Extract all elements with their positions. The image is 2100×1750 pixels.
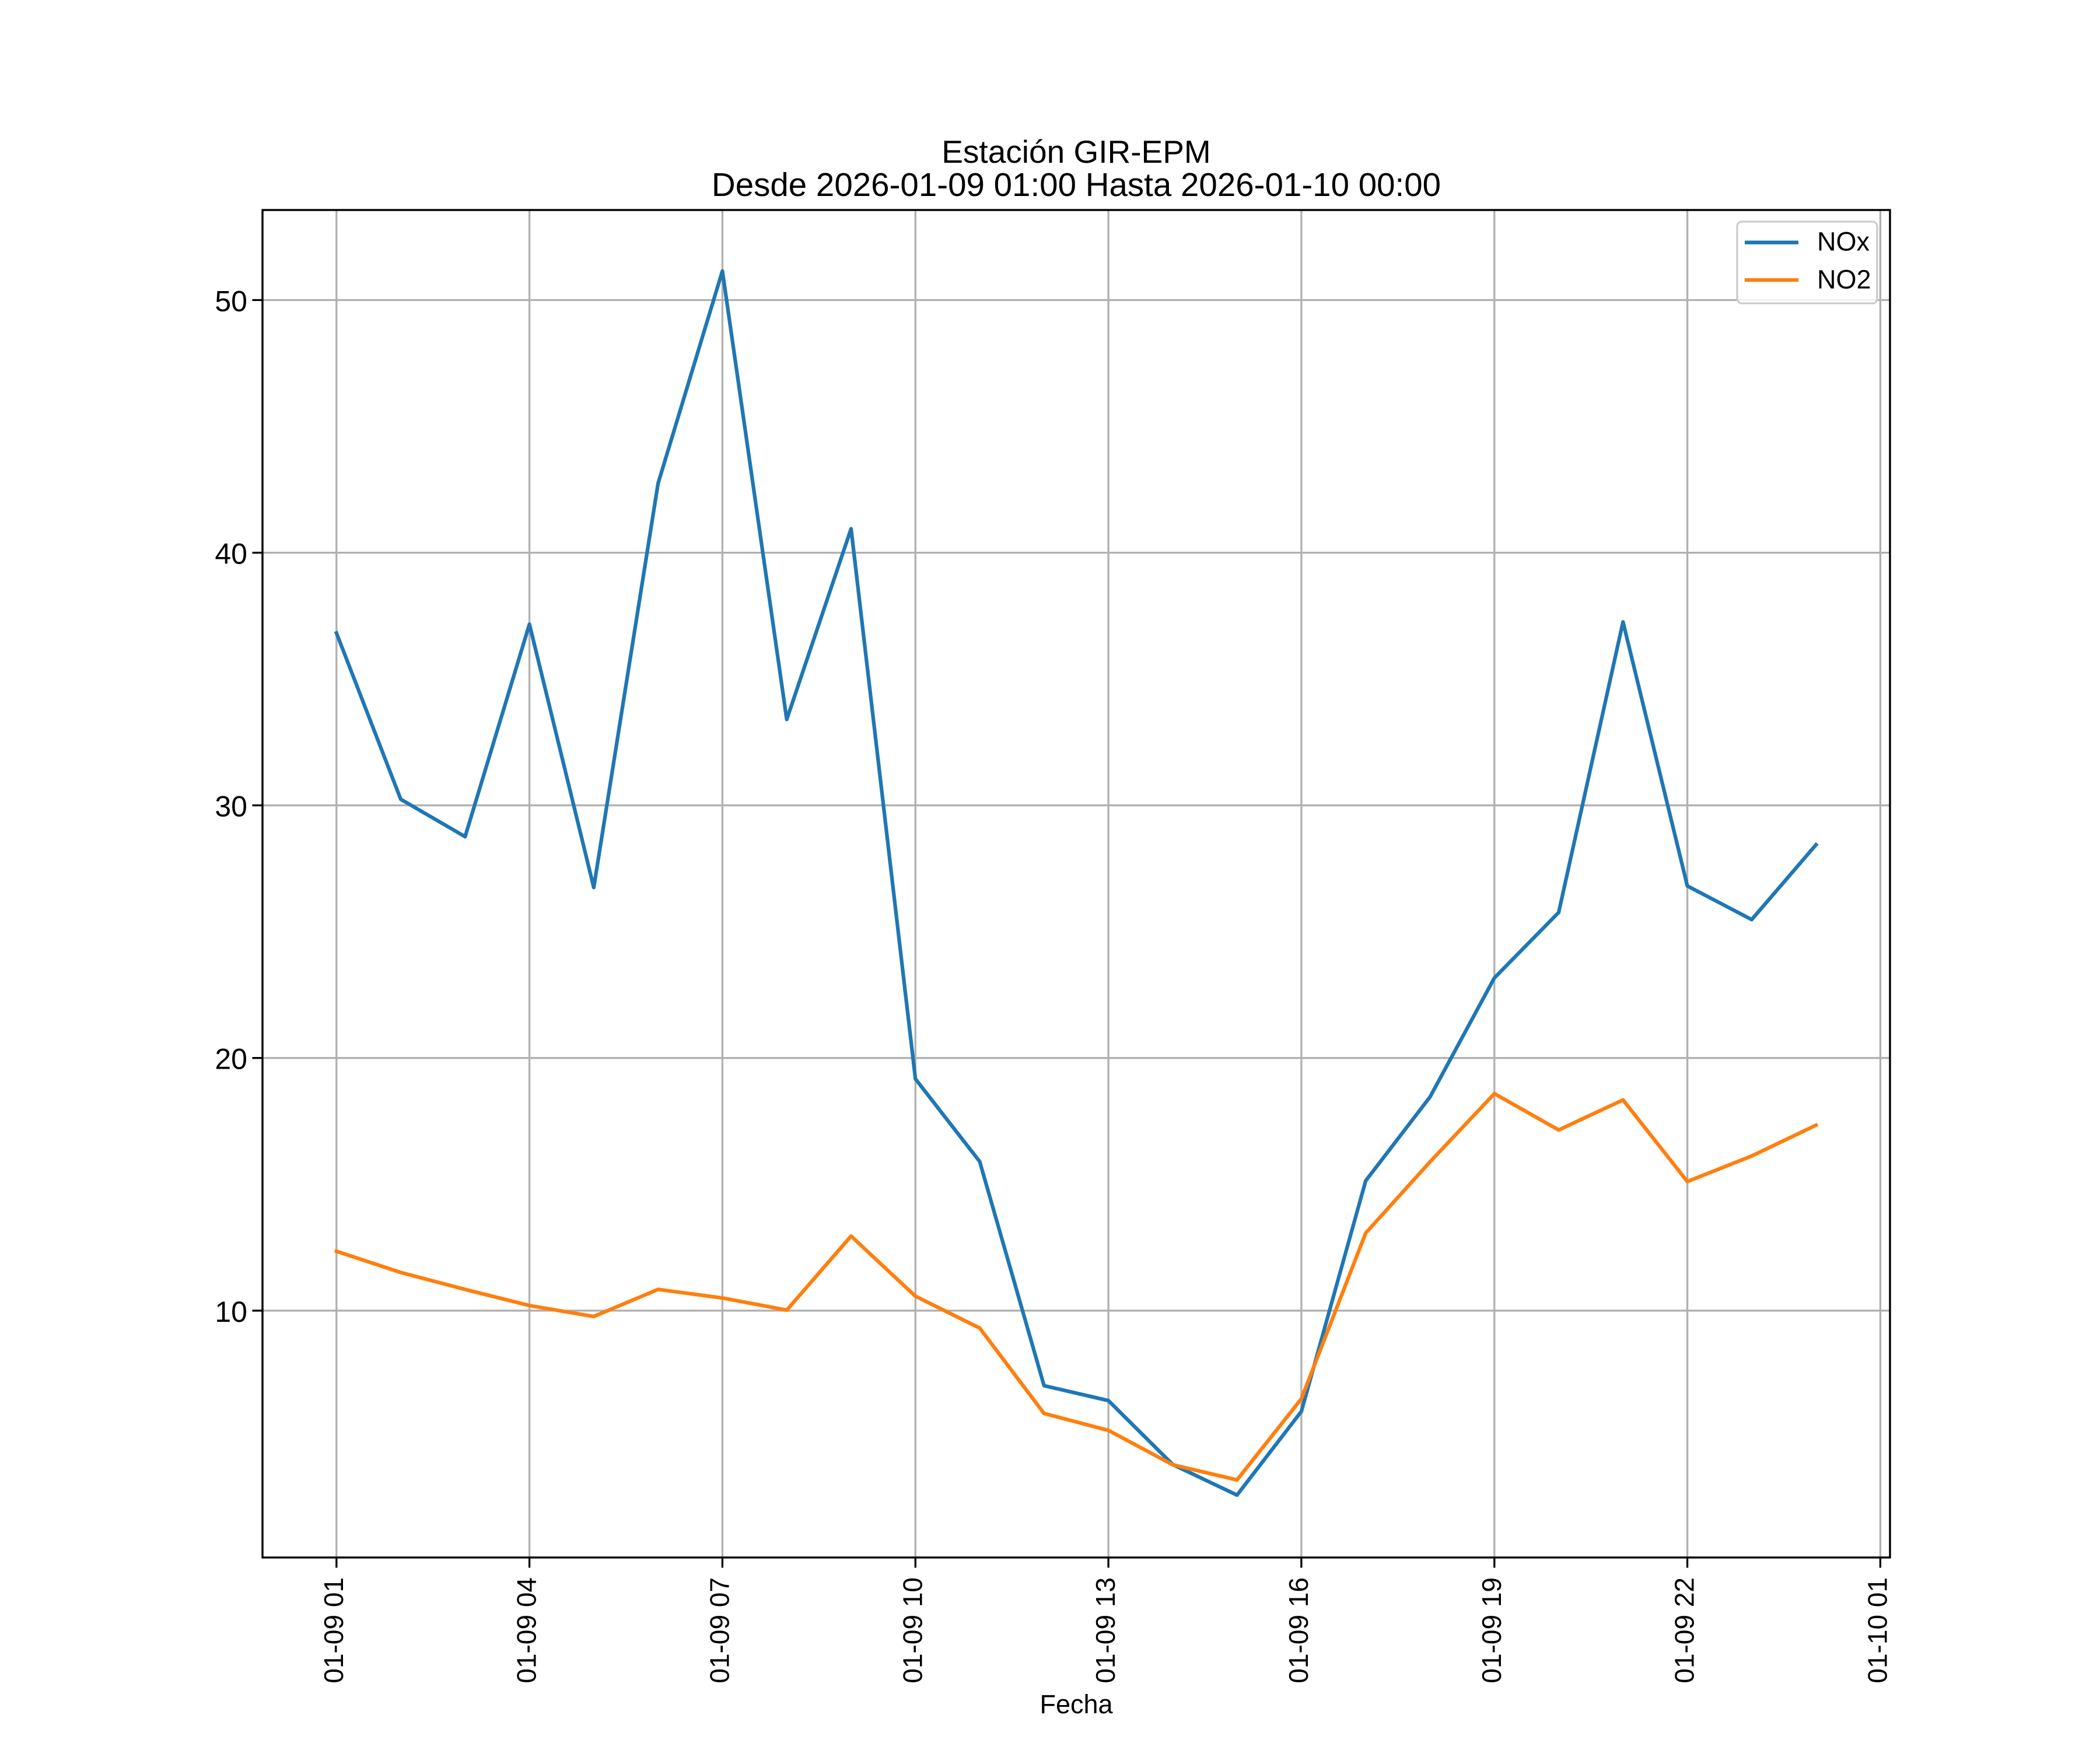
svg-text:01-09 19: 01-09 19 [1476, 1577, 1507, 1684]
svg-text:30: 30 [215, 790, 247, 823]
svg-text:01-09 16: 01-09 16 [1283, 1577, 1314, 1684]
svg-text:01-09 10: 01-09 10 [897, 1577, 928, 1684]
svg-text:50: 50 [215, 285, 247, 317]
svg-text:01-09 07: 01-09 07 [704, 1577, 734, 1684]
svg-text:01-10 01: 01-10 01 [1862, 1577, 1892, 1684]
svg-text:Fecha: Fecha [1040, 1689, 1113, 1719]
svg-text:01-09 01: 01-09 01 [318, 1577, 349, 1684]
svg-text:Estación GIR-EPM: Estación GIR-EPM [942, 134, 1211, 170]
svg-text:20: 20 [215, 1043, 247, 1076]
svg-text:NOx: NOx [1817, 226, 1870, 256]
svg-text:Desde 2026-01-09 01:00 Hasta 2: Desde 2026-01-09 01:00 Hasta 2026-01-10 … [712, 166, 1441, 203]
svg-text:40: 40 [215, 538, 247, 570]
svg-text:01-09 04: 01-09 04 [512, 1577, 542, 1684]
svg-text:10: 10 [215, 1296, 247, 1328]
svg-text:NO2: NO2 [1817, 265, 1871, 295]
svg-text:01-09 22: 01-09 22 [1670, 1577, 1700, 1684]
svg-text:01-09 13: 01-09 13 [1090, 1577, 1121, 1684]
